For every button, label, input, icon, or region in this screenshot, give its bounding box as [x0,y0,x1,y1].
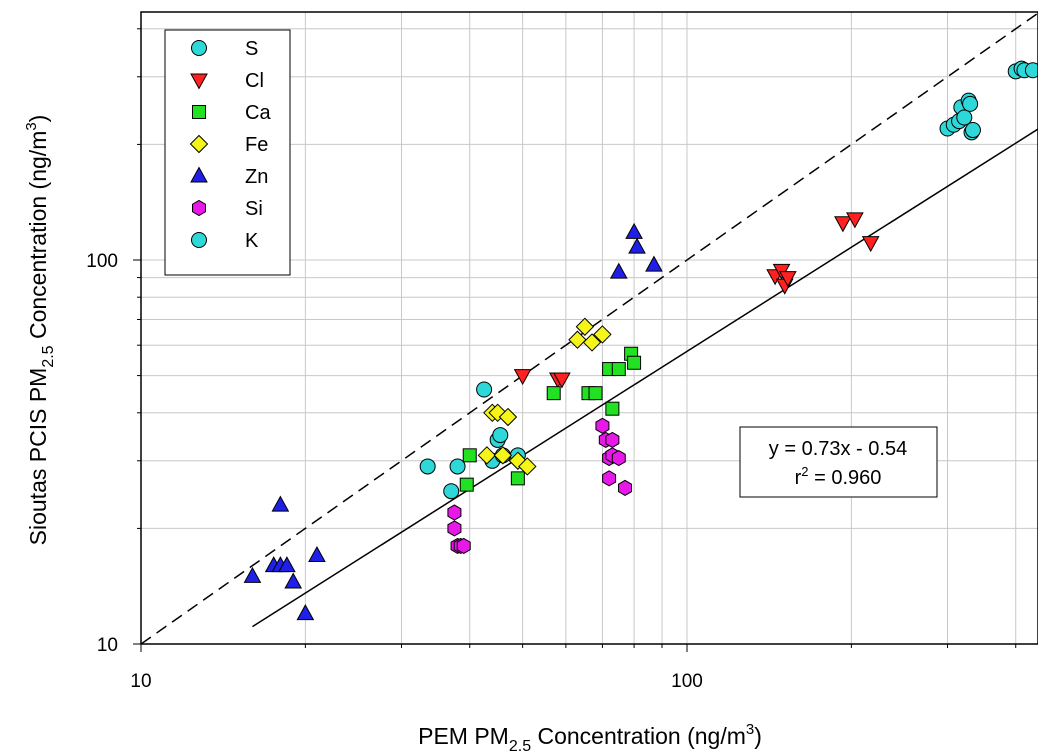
x-tick-label-10: 10 [130,671,151,692]
legend-label-s: S [245,38,258,60]
data-point-fe [575,317,595,336]
regression-equation: y = 0.73x - 0.54 [769,438,907,460]
data-point-fe [493,446,513,465]
data-point-fe [582,333,602,352]
reference-lines [141,12,1038,644]
data-point-s [449,458,466,475]
grid [141,12,1038,644]
data-point-fe [568,330,587,349]
data-point-fe [518,457,537,476]
legend-marker-s [191,40,207,56]
data-point-zn [645,255,663,272]
data-point-cl [861,236,880,253]
data-point-ca [462,448,477,463]
data-point-cl [834,216,852,233]
legend-label-si: Si [245,198,263,220]
x-axis-title: PEM PM2.5 Concentration (ng/m3) [418,721,762,755]
plot-frame [140,11,1038,645]
legend-label-k: K [245,230,259,252]
y-tick-label-100: 100 [86,251,118,272]
legend-marker-k [191,232,207,248]
data-point-ca [588,386,603,401]
legend: S Cl Ca Fe Zn Si K [164,29,291,276]
axes [133,28,1017,652]
r-squared: r2 = 0.960 [795,464,882,489]
data-point-s [492,427,509,444]
data-point-zn [296,604,315,621]
legend-label-zn: Zn [245,166,268,188]
data-point-fe [477,446,497,465]
annotation-box [739,426,938,498]
data-point-zn [278,556,296,573]
y-axis-title: Sioutas PCIS PM2.5 Concentration (ng/m3) [23,115,57,546]
data-point-zn [609,262,628,279]
legend-marker-cl [190,73,208,90]
data-point-ca [605,401,620,416]
one-to-one-line [141,12,1038,644]
data-point-s [956,109,973,126]
legend-box [164,29,291,276]
legend-marker-zn [190,166,208,183]
data-point-ca [510,471,525,486]
data-point-s [476,381,493,398]
data-point-si [447,520,462,537]
data-point-cl [513,369,532,386]
data-point-ca [459,477,474,492]
data-points [243,60,1038,621]
data-point-s [964,122,981,139]
data-point-zn [628,237,646,254]
data-point-s [419,458,436,475]
data-point-zn [284,572,303,589]
data-point-cl [846,212,864,229]
regression-annotation: y = 0.73x - 0.54 r2 = 0.960 [739,426,938,498]
data-point-zn [271,495,290,512]
data-point-si [447,504,462,521]
data-point-s [962,95,979,112]
data-point-zn [243,566,262,583]
data-point-fe [593,325,612,344]
data-point-s [443,483,460,500]
y-tick-label-10: 10 [97,635,118,656]
data-point-si [618,479,633,496]
data-point-cl [778,271,797,288]
data-point-ca [627,355,642,370]
legend-marker-fe [189,134,209,154]
x-tick-label-100: 100 [671,671,703,692]
regression-line [252,128,1038,628]
data-point-ca [611,362,626,377]
data-point-s [1024,62,1038,79]
data-point-si [595,417,610,434]
legend-marker-si [192,199,206,217]
data-point-si [611,449,626,467]
legend-label-ca: Ca [245,102,271,124]
data-point-fe [498,407,518,427]
data-point-si [605,431,620,448]
data-point-si [456,537,471,555]
legend-label-cl: Cl [245,70,264,92]
legend-marker-ca [192,105,206,119]
legend-label-fe: Fe [245,134,268,156]
data-point-ca [546,386,561,401]
data-point-zn [308,545,326,563]
data-point-si [602,470,617,487]
data-point-zn [625,222,643,239]
data-point-cl [553,372,571,389]
